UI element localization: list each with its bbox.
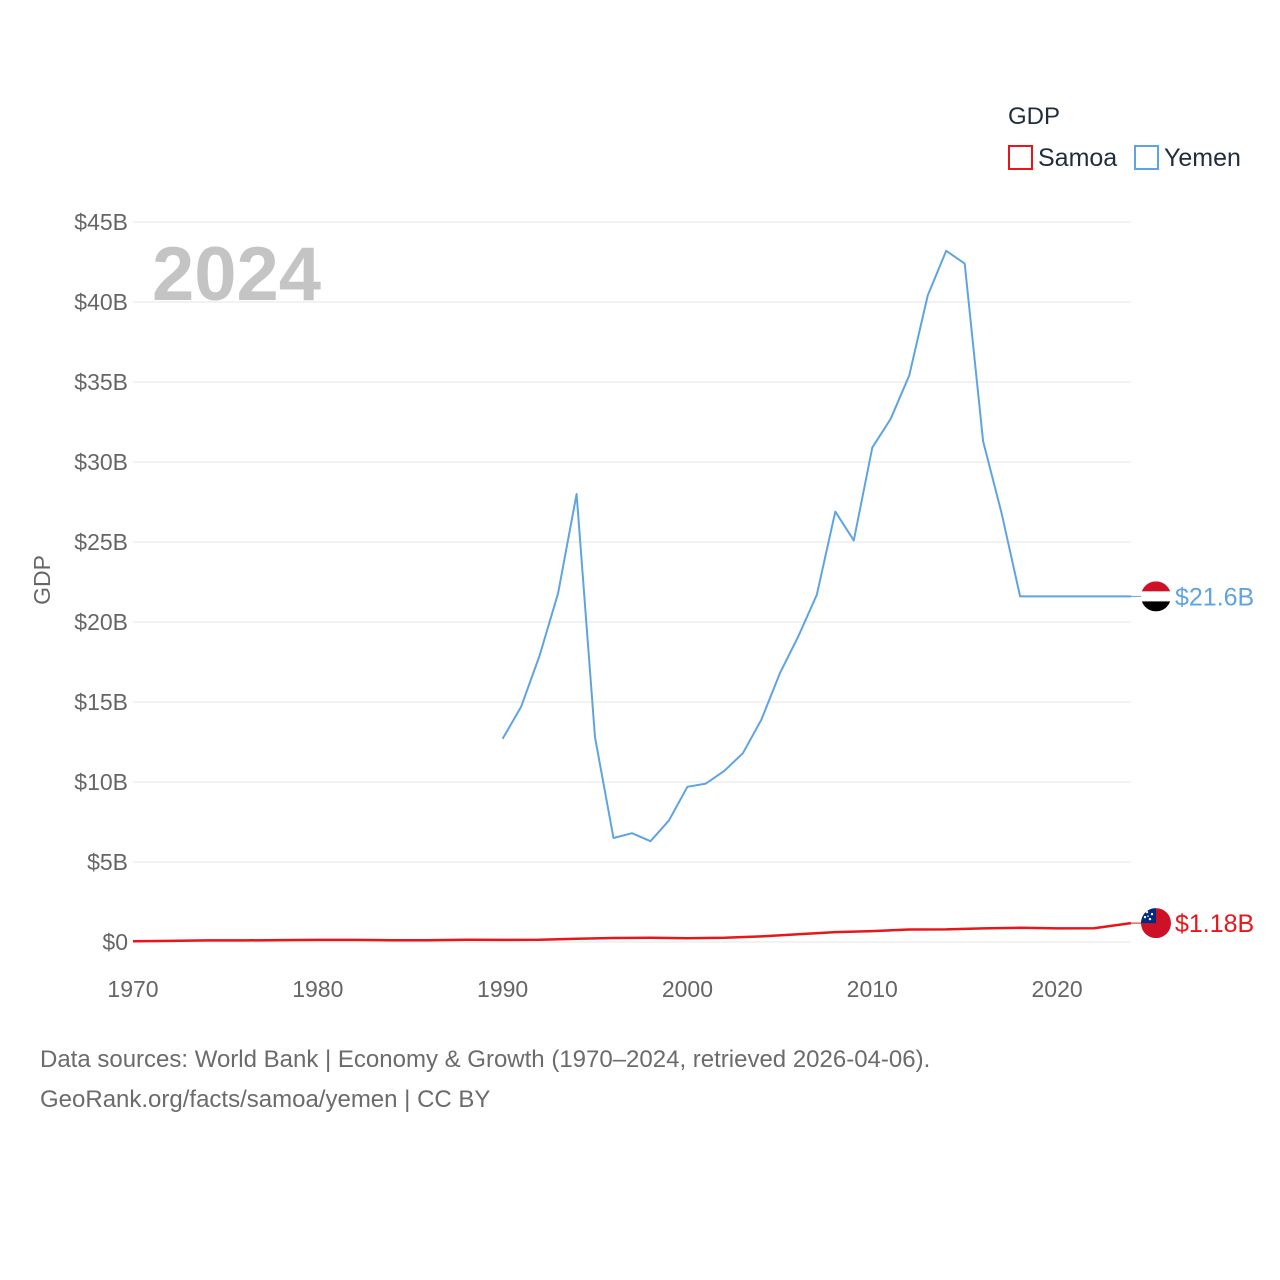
y-tick-label: $30B (74, 449, 128, 475)
legend-item-samoa[interactable]: Samoa (1008, 144, 1117, 172)
y-tick-label: $35B (74, 369, 128, 395)
series-lines (132, 249, 1132, 943)
x-axis-ticks: 1970 1980 1990 2000 2010 2020 (107, 976, 1082, 1002)
samoa-end-value: $1.18B (1175, 910, 1254, 938)
y-axis-title: GDP (29, 555, 55, 605)
source-line-2[interactable]: GeoRank.org/facts/samoa/yemen | CC BY (40, 1086, 491, 1113)
x-tick-label: 2000 (662, 976, 713, 1002)
x-tick-label: 1980 (292, 976, 343, 1002)
y-tick-label: $10B (74, 769, 128, 795)
y-tick-label: $0 (102, 929, 128, 955)
legend: GDP Samoa Yemen (1008, 103, 1241, 172)
y-tick-label: $15B (74, 689, 128, 715)
yemen-flag-icon (1141, 581, 1171, 612)
x-tick-label: 2010 (847, 976, 898, 1002)
y-tick-label: $25B (74, 529, 128, 555)
y-tick-label: $40B (74, 289, 128, 315)
y-tick-label: $20B (74, 609, 128, 635)
yemen-end-value: $21.6B (1175, 583, 1254, 611)
x-tick-label: 1970 (107, 976, 158, 1002)
yemen-end-marker: $21.6B (1131, 581, 1254, 612)
y-axis-ticks: $0 $5B $10B $15B $20B $25B $30B $35B $40B $45B (74, 209, 128, 955)
data-source-note: Data sources: World Bank | Economy & Gro… (40, 1040, 930, 1120)
legend-title: GDP (1008, 103, 1060, 130)
legend-label-yemen: Yemen (1164, 144, 1241, 172)
series-line-samoa[interactable] (132, 921, 1132, 943)
x-tick-label: 1990 (477, 976, 528, 1002)
samoa-end-marker: $1.18B (1131, 908, 1254, 939)
year-label: 2024 (152, 232, 321, 317)
gridlines (133, 221, 1131, 943)
legend-swatch-samoa (1008, 145, 1033, 170)
y-tick-label: $45B (74, 209, 128, 235)
source-line-1: Data sources: World Bank | Economy & Gro… (40, 1046, 931, 1073)
series-line-yemen[interactable] (501, 249, 1131, 843)
samoa-flag-icon (1141, 908, 1171, 939)
legend-label-samoa: Samoa (1038, 144, 1117, 172)
legend-item-yemen[interactable]: Yemen (1134, 144, 1241, 172)
legend-swatch-yemen (1134, 145, 1159, 170)
y-tick-label: $5B (87, 849, 128, 875)
x-tick-label: 2020 (1031, 976, 1082, 1002)
